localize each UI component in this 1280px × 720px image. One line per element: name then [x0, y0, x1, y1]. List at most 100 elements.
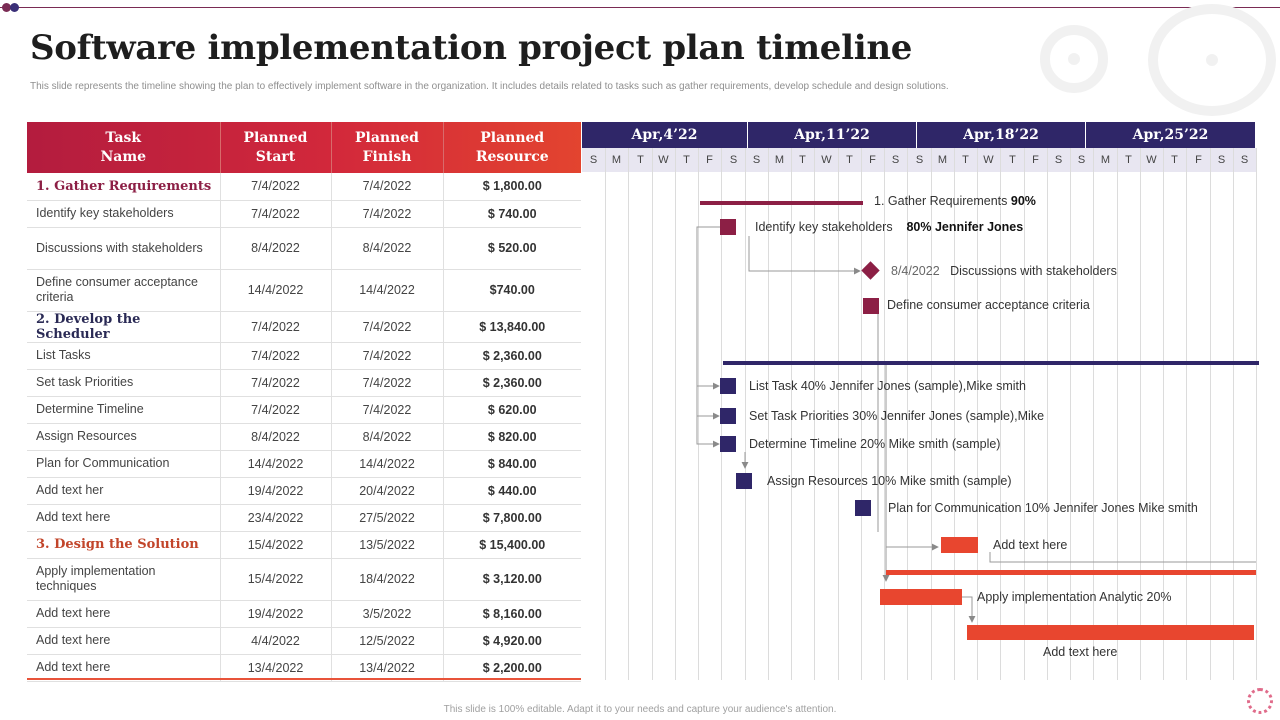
label-determine-timeline: Determine Timeline 20% Mike smith (sampl… [749, 437, 1001, 451]
bar-add-text-1 [941, 537, 978, 553]
grid-line [605, 148, 606, 680]
day-letter: F [869, 154, 876, 166]
planned-resource-cell: $ 1,800.00 [442, 173, 581, 201]
planned-finish-cell: 18/4/2022 [330, 558, 443, 601]
label-discussions: 8/4/2022 Discussions with stakeholders [891, 264, 1117, 278]
week-header: Apr,11’22 [748, 122, 917, 148]
table-row: Add text here 19/4/2022 3/5/2022 $ 8,160.00 [27, 600, 581, 628]
task-name-cell: 3. Design the Solution [27, 531, 220, 559]
planned-start-cell: 7/4/2022 [219, 342, 331, 370]
task-name-cell: Add text here [27, 654, 220, 682]
planned-finish-cell: 7/4/2022 [330, 396, 443, 424]
planned-finish-cell: 7/4/2022 [330, 200, 443, 228]
planned-start-cell: 7/4/2022 [219, 200, 331, 228]
footer-note: This slide is 100% editable. Adapt it to… [443, 704, 837, 715]
grid-line [1093, 148, 1094, 680]
planned-resource-cell: $ 4,920.00 [442, 627, 581, 655]
header-planned-start: Planned Start [220, 122, 332, 173]
day-letter: M [774, 154, 785, 166]
day-letter: M [1100, 154, 1111, 166]
planned-start-cell: 4/4/2022 [219, 627, 331, 655]
planned-resource-cell: $ 740.00 [442, 200, 581, 228]
planned-resource-cell: $ 520.00 [442, 227, 581, 270]
decor-dot-navy [10, 3, 19, 12]
bar-design-solution [886, 570, 1256, 575]
task-name-cell: Discussions with stakeholders [27, 227, 220, 270]
marker-identify-stakeholders [720, 219, 736, 235]
planned-finish-cell: 7/4/2022 [330, 311, 443, 343]
marker-define-criteria [863, 298, 879, 314]
task-table: Task Name Planned Start Planned Finish Plan… [27, 122, 581, 682]
task-table-header: Task Name Planned Start Planned Finish Plan… [27, 122, 581, 173]
label-define-criteria: Define consumer acceptance criteria [887, 298, 1090, 312]
grid-line [1117, 148, 1118, 680]
header-planned-resource: Planned Resource [475, 129, 549, 165]
header-planned-finish: Planned Finish [331, 122, 444, 173]
task-name-cell: Add text here [27, 600, 220, 628]
day-letter: T [1009, 154, 1016, 166]
planned-resource-cell: $ 13,840.00 [442, 311, 581, 343]
grid-line [628, 148, 629, 680]
grid-line [675, 148, 676, 680]
planned-finish-cell: 7/4/2022 [330, 173, 443, 201]
planned-start-cell: 15/4/2022 [219, 558, 331, 601]
grid-line [1000, 148, 1001, 680]
planned-finish-cell: 27/5/2022 [330, 504, 443, 532]
planned-finish-cell: 3/5/2022 [330, 600, 443, 628]
day-letter: W [821, 154, 832, 166]
label-add-text-1: Add text here [993, 538, 1068, 552]
task-name-cell: 2. Develop the Scheduler [27, 311, 220, 343]
day-letter: T [846, 154, 853, 166]
grid-line [884, 148, 885, 680]
label-plan-communication: Plan for Communication 10% Jennifer Jone… [888, 501, 1198, 515]
week-header: Apr,4’22 [582, 122, 748, 148]
planned-finish-cell: 14/4/2022 [330, 269, 443, 312]
gear-icon-small [1040, 25, 1108, 93]
task-group-row: 2. Develop the Scheduler 7/4/2022 7/4/2022… [27, 311, 581, 343]
day-letter: M [611, 154, 622, 166]
table-row: List Tasks 7/4/2022 7/4/2022 $ 2,360.00 [27, 342, 581, 370]
label-set-priorities: Set Task Priorities 30% Jennifer Jones (… [749, 409, 1045, 423]
top-divider-line [0, 7, 1280, 8]
marker-plan-communication [855, 500, 871, 516]
planned-resource-cell: $740.00 [442, 269, 581, 312]
grid-line [1024, 148, 1025, 680]
planned-finish-cell: 14/4/2022 [330, 450, 443, 478]
grid-line [814, 148, 815, 680]
day-letter: F [1195, 154, 1202, 166]
table-row: Add text her 19/4/2022 20/4/2022 $ 440.00 [27, 477, 581, 505]
day-letter: W [1146, 154, 1157, 166]
bar-add-text-2 [967, 625, 1254, 640]
task-group-row: 3. Design the Solution 15/4/2022 13/5/2022… [27, 531, 581, 559]
day-letter: T [637, 154, 644, 166]
label-identify-stakeholders: Identify key stakeholders 80% Jennifer J… [755, 220, 1024, 234]
planned-resource-cell: $ 840.00 [442, 450, 581, 478]
planned-resource-cell: $ 8,160.00 [442, 600, 581, 628]
planned-start-cell: 14/4/2022 [219, 269, 331, 312]
grid-line [791, 148, 792, 680]
planned-start-cell: 19/4/2022 [219, 600, 331, 628]
badge-icon [1247, 688, 1273, 714]
day-letter: S [729, 154, 738, 166]
label-apply-implementation: Apply implementation Analytic 20% [977, 590, 1172, 604]
grid-line [954, 148, 955, 680]
page-subtitle: This slide represents the timeline showi… [30, 81, 949, 92]
grid-line [1256, 148, 1257, 680]
grid-line [1047, 148, 1048, 680]
gantt-chart: Apr,4’22 Apr,11’22 Apr,18’22 Apr,25’22 S M T W T… [582, 122, 1257, 680]
marker-assign-resources [736, 473, 752, 489]
day-letter: T [799, 154, 806, 166]
task-name-cell: Add text here [27, 504, 220, 532]
label-list-tasks: List Task 40% Jennifer Jones (sample),Mi… [749, 379, 1026, 393]
task-name-cell: Set task Priorities [27, 369, 220, 397]
planned-resource-cell: $ 3,120.00 [442, 558, 581, 601]
grid-line [1186, 148, 1187, 680]
planned-finish-cell: 8/4/2022 [330, 227, 443, 270]
planned-resource-cell: $ 7,800.00 [442, 504, 581, 532]
day-letter: S [589, 154, 598, 166]
day-letter: S [752, 154, 761, 166]
planned-start-cell: 19/4/2022 [219, 477, 331, 505]
gear-icon-large [1148, 4, 1276, 116]
planned-finish-cell: 13/4/2022 [330, 654, 443, 682]
table-row: Plan for Communication 14/4/2022 14/4/2022… [27, 450, 581, 478]
